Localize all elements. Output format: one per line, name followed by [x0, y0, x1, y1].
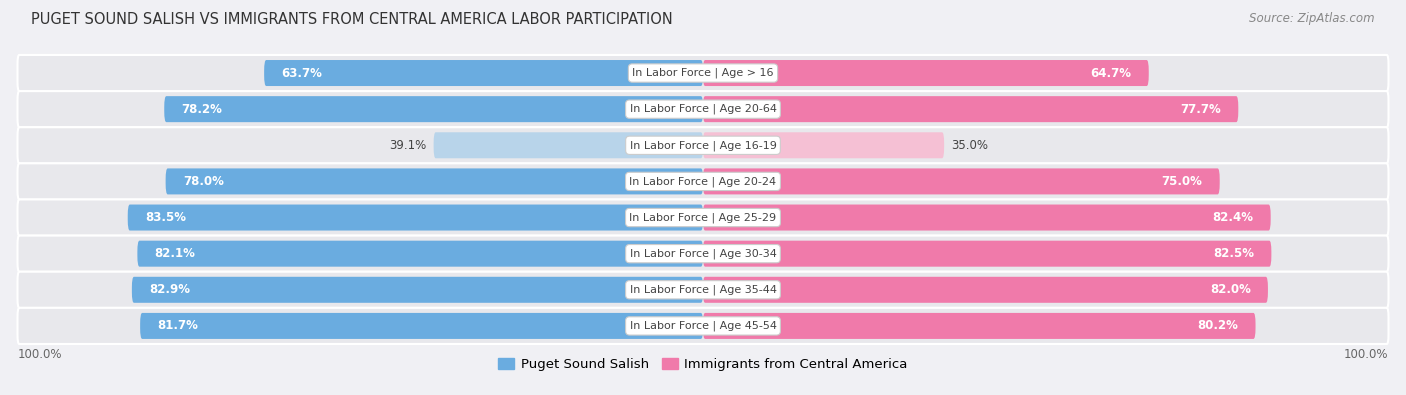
Text: In Labor Force | Age 25-29: In Labor Force | Age 25-29 [630, 212, 776, 223]
Text: Source: ZipAtlas.com: Source: ZipAtlas.com [1250, 12, 1375, 25]
Text: 100.0%: 100.0% [17, 348, 62, 361]
Text: In Labor Force | Age > 16: In Labor Force | Age > 16 [633, 68, 773, 78]
FancyBboxPatch shape [165, 96, 703, 122]
FancyBboxPatch shape [138, 241, 703, 267]
FancyBboxPatch shape [17, 164, 1389, 199]
Text: 82.0%: 82.0% [1209, 283, 1251, 296]
FancyBboxPatch shape [17, 272, 1389, 308]
FancyBboxPatch shape [703, 313, 1256, 339]
FancyBboxPatch shape [132, 277, 703, 303]
Text: In Labor Force | Age 30-34: In Labor Force | Age 30-34 [630, 248, 776, 259]
Text: 77.7%: 77.7% [1180, 103, 1220, 116]
FancyBboxPatch shape [17, 235, 1389, 272]
FancyBboxPatch shape [703, 205, 1271, 231]
Text: 82.9%: 82.9% [149, 283, 190, 296]
FancyBboxPatch shape [17, 91, 1389, 127]
Text: 82.5%: 82.5% [1213, 247, 1254, 260]
FancyBboxPatch shape [703, 241, 1271, 267]
Text: 75.0%: 75.0% [1161, 175, 1202, 188]
FancyBboxPatch shape [703, 168, 1220, 194]
FancyBboxPatch shape [141, 313, 703, 339]
FancyBboxPatch shape [17, 55, 1389, 91]
Text: 64.7%: 64.7% [1091, 66, 1132, 79]
Text: In Labor Force | Age 45-54: In Labor Force | Age 45-54 [630, 321, 776, 331]
Text: 82.4%: 82.4% [1212, 211, 1254, 224]
FancyBboxPatch shape [433, 132, 703, 158]
Text: 80.2%: 80.2% [1198, 320, 1239, 333]
FancyBboxPatch shape [17, 127, 1389, 164]
FancyBboxPatch shape [264, 60, 703, 86]
FancyBboxPatch shape [703, 60, 1149, 86]
FancyBboxPatch shape [703, 96, 1239, 122]
FancyBboxPatch shape [703, 277, 1268, 303]
Text: In Labor Force | Age 16-19: In Labor Force | Age 16-19 [630, 140, 776, 150]
Text: 81.7%: 81.7% [157, 320, 198, 333]
Text: In Labor Force | Age 35-44: In Labor Force | Age 35-44 [630, 284, 776, 295]
Text: 78.2%: 78.2% [181, 103, 222, 116]
Text: 83.5%: 83.5% [145, 211, 186, 224]
Legend: Puget Sound Salish, Immigrants from Central America: Puget Sound Salish, Immigrants from Cent… [494, 353, 912, 376]
Text: 35.0%: 35.0% [950, 139, 988, 152]
FancyBboxPatch shape [17, 199, 1389, 235]
FancyBboxPatch shape [17, 308, 1389, 344]
Text: 78.0%: 78.0% [183, 175, 224, 188]
FancyBboxPatch shape [128, 205, 703, 231]
Text: In Labor Force | Age 20-64: In Labor Force | Age 20-64 [630, 104, 776, 115]
Text: 63.7%: 63.7% [281, 66, 322, 79]
Text: 82.1%: 82.1% [155, 247, 195, 260]
FancyBboxPatch shape [166, 168, 703, 194]
Text: 39.1%: 39.1% [389, 139, 427, 152]
Text: In Labor Force | Age 20-24: In Labor Force | Age 20-24 [630, 176, 776, 187]
Text: PUGET SOUND SALISH VS IMMIGRANTS FROM CENTRAL AMERICA LABOR PARTICIPATION: PUGET SOUND SALISH VS IMMIGRANTS FROM CE… [31, 12, 672, 27]
FancyBboxPatch shape [703, 132, 945, 158]
Text: 100.0%: 100.0% [1344, 348, 1389, 361]
